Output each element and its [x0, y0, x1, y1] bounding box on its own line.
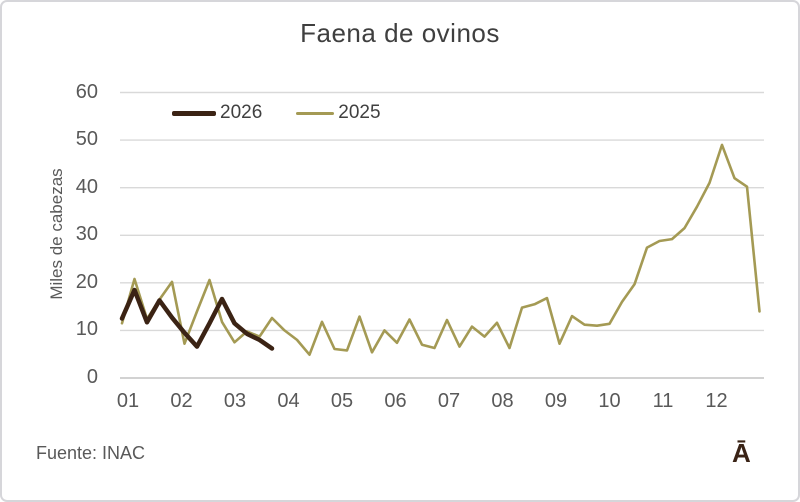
legend-item-2025: 2025 — [296, 102, 381, 124]
y-tick-label-10: 10 — [75, 318, 98, 341]
legend-line-swatch-2026 — [172, 110, 216, 116]
y-tick-label-50: 50 — [75, 128, 98, 151]
legend-label-2025: 2025 — [338, 102, 381, 123]
x-tick-label-11: 11 — [652, 390, 674, 412]
x-tick-label-10: 10 — [598, 390, 621, 412]
y-tick-label-30: 30 — [75, 223, 98, 246]
x-tick-label-01: 01 — [116, 390, 140, 412]
legend-item-2026: 2026 — [172, 102, 262, 124]
x-tick-label-05: 05 — [330, 390, 354, 412]
x-tick-label-07: 07 — [437, 390, 461, 412]
y-tick-label-0: 0 — [86, 366, 98, 388]
source-note: Fuente: INAC — [36, 443, 146, 463]
watermark-letter: Ā — [732, 438, 751, 468]
x-tick-label-02: 02 — [170, 390, 193, 412]
legend-line-swatch-2025 — [296, 111, 335, 115]
x-tick-label-09: 09 — [544, 390, 568, 412]
series-line-2025 — [120, 143, 761, 357]
y-tick-label-60: 60 — [75, 80, 98, 103]
y-tick-label-40: 40 — [75, 175, 98, 198]
x-tick-label-04: 04 — [277, 390, 300, 412]
series-line-2026 — [119, 287, 275, 351]
legend: 2026 2025 — [172, 102, 381, 124]
y-tick-label-20: 20 — [75, 270, 98, 293]
x-tick-label-12: 12 — [705, 390, 728, 412]
legend-label-2026: 2026 — [220, 102, 263, 123]
chart-title: Faena de ovinos — [300, 18, 500, 48]
y-axis-title: Miles de cabezas — [47, 168, 66, 300]
x-tick-label-08: 08 — [491, 390, 514, 412]
x-tick-label-06: 06 — [384, 390, 407, 412]
x-tick-label-03: 03 — [223, 390, 247, 412]
